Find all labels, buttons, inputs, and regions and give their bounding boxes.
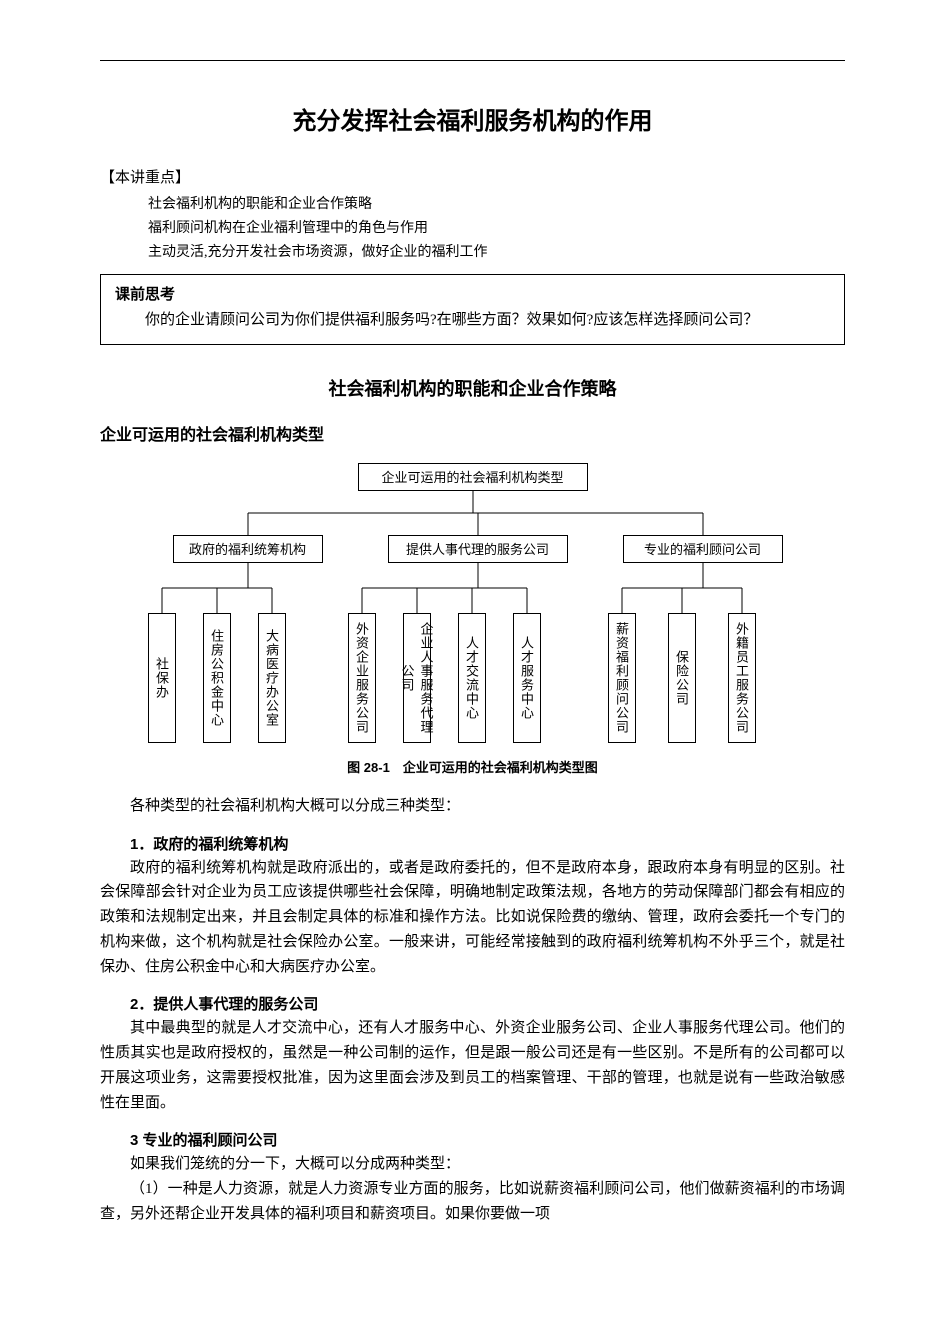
keypoint-item: 社会福利机构的职能和企业合作策略 [148,193,845,217]
org-leaf-node: 大病医疗办公室 [258,613,286,743]
org-leaf-node: 外籍员工服务公司 [728,613,756,743]
org-leaf-node: 外资企业服务公司 [348,613,376,743]
org-leaf-node: 企业人事服务代理公司 [403,613,431,743]
numbered-heading: 1．政府的福利统筹机构 [100,833,845,854]
intro-paragraph: 各种类型的社会福利机构大概可以分成三种类型： [100,794,845,819]
subsection-heading: 企业可运用的社会福利机构类型 [100,421,845,445]
section-heading: 社会福利机构的职能和企业合作策略 [100,375,845,401]
body-paragraph: 如果我们笼统的分一下，大概可以分成两种类型： [100,1152,845,1177]
thinkbox-body: 你的企业请顾问公司为你们提供福利服务吗?在哪些方面？效果如何?应该怎样选择顾问公… [115,308,830,334]
org-node: 政府的福利统筹机构 [173,535,323,563]
org-node: 企业可运用的社会福利机构类型 [358,463,588,491]
body-paragraph: （1）一种是人力资源，就是人力资源专业方面的服务，比如说薪资福利顾问公司，他们做… [100,1177,845,1227]
keypoint-item: 主动灵活,充分开发社会市场资源，做好企业的福利工作 [148,241,845,265]
org-leaf-node: 人才交流中心 [458,613,486,743]
numbered-heading: 2．提供人事代理的服务公司 [100,993,845,1014]
keypoint-item: 福利顾问机构在企业福利管理中的角色与作用 [148,217,845,241]
org-leaf-node: 社保办 [148,613,176,743]
page-title: 充分发挥社会福利服务机构的作用 [100,101,845,136]
org-leaf-node: 保险公司 [668,613,696,743]
pre-class-thinking-box: 课前思考 你的企业请顾问公司为你们提供福利服务吗?在哪些方面？效果如何?应该怎样… [100,274,845,345]
keypoints-label: 【本讲重点】 [100,166,845,187]
thinkbox-title: 课前思考 [115,283,830,304]
org-node: 提供人事代理的服务公司 [388,535,568,563]
body-paragraph: 政府的福利统筹机构就是政府派出的，或者是政府委托的，但不是政府本身，跟政府本身有… [100,856,845,980]
keypoints-list: 社会福利机构的职能和企业合作策略 福利顾问机构在企业福利管理中的角色与作用 主动… [148,193,845,264]
org-leaf-node: 住房公积金中心 [203,613,231,743]
numbered-heading: 3 专业的福利顾问公司 [100,1129,845,1150]
top-rule [100,60,845,61]
org-leaf-node: 薪资福利顾问公司 [608,613,636,743]
document-page: 充分发挥社会福利服务机构的作用 【本讲重点】 社会福利机构的职能和企业合作策略 … [0,0,945,1337]
body-paragraph: 其中最典型的就是人才交流中心，还有人才服务中心、外资企业服务公司、企业人事服务代… [100,1016,845,1115]
org-leaf-node: 人才服务中心 [513,613,541,743]
figure-caption: 图 28-1 企业可运用的社会福利机构类型图 [100,757,845,776]
org-node: 专业的福利顾问公司 [623,535,783,563]
org-chart: 企业可运用的社会福利机构类型政府的福利统筹机构 提供人事代理的服务公司 专业的福利顾… [113,453,833,753]
